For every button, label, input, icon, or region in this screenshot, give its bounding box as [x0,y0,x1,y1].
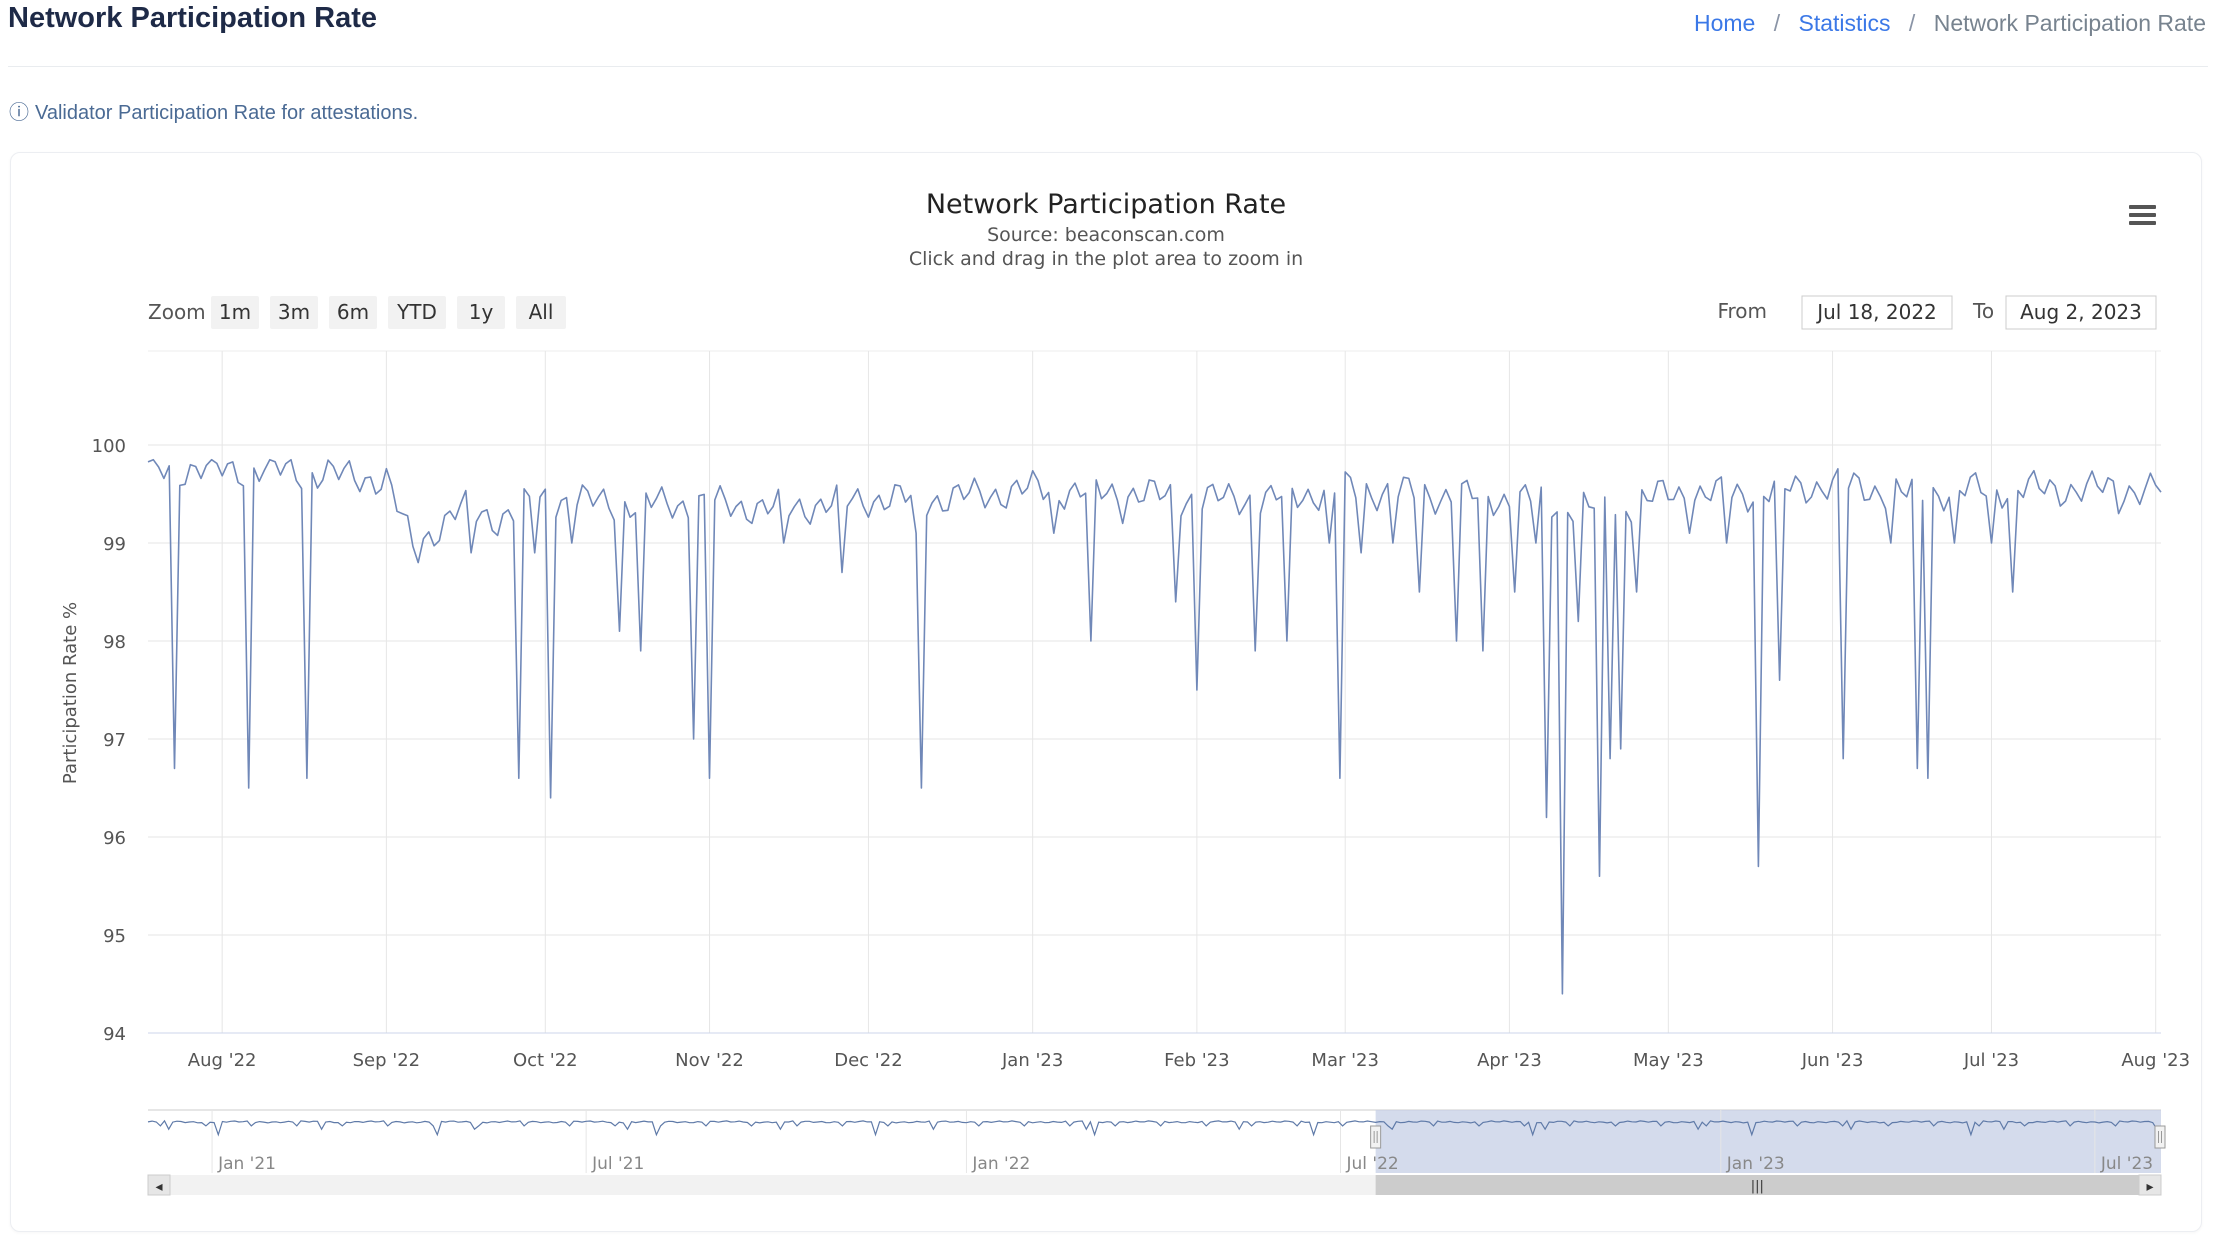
to-date-value: Aug 2, 2023 [2020,300,2142,324]
navigator[interactable]: Jan '21 Jul '21 Jan '22 Jul '22 Jan '23 Jul '… [147,1109,2166,1174]
zoom-buttons: 1m 3m 6m YTD 1y All [211,296,566,329]
x-tick-label: May '23 [1633,1050,1704,1071]
y-axis-title: Participation Rate % [60,602,81,784]
x-tick-label: Dec '22 [834,1050,902,1071]
from-date-value: Jul 18, 2022 [1815,300,1937,324]
zoom-button-label: 1y [469,300,494,324]
zoom-button-6m[interactable]: 6m [329,296,377,329]
scrollbar[interactable]: ◂ ▸ ||| [147,1174,2162,1196]
y-tick-label: 96 [103,828,126,849]
zoom-button-bg [329,296,377,329]
x-tick-label: Jan '23 [1001,1050,1063,1071]
participation-rate-line [147,458,2162,995]
breadcrumb-separator: / [1773,10,1781,36]
zoom-button-label: 1m [219,300,251,324]
chart-subtitle-source: Source: beaconscan.com [987,224,1225,246]
info-circle-icon: ⓘ [9,100,29,124]
scrollbar-thumb-body [1375,1175,2139,1195]
navigator-tick-label: Jan '22 [971,1154,1030,1174]
x-tick-label: Nov '22 [675,1050,744,1071]
navigator-tick-label: Jul '23 [2100,1154,2153,1174]
y-axis-labels: 94 95 96 97 98 99 100 [92,436,126,1045]
zoom-button-bg [270,296,318,329]
scrollbar-thumb[interactable]: ||| [1375,1175,2139,1195]
navigator-right-handle[interactable] [2154,1125,2166,1149]
zoom-button-bg [457,296,505,329]
to-date-input[interactable]: Aug 2, 2023 [2005,295,2157,330]
zoom-button-label: YTD [396,300,437,324]
zoom-button-ytd[interactable]: YTD [388,296,446,329]
x-tick-label: Sep '22 [353,1050,421,1071]
info-note: ⓘ Validator Participation Rate for attest… [9,96,418,125]
x-tick-label: Oct '22 [513,1050,578,1071]
from-date-input[interactable]: Jul 18, 2022 [1801,295,1953,330]
page-title: Network Participation Rate [8,2,378,34]
info-text: Validator Participation Rate for attesta… [35,102,419,124]
chart-grid [148,350,2161,1034]
from-label: From [1717,299,1767,323]
x-axis-labels: Aug '22 Sep '22 Oct '22 Nov '22 Dec '22 Jan '… [188,1050,2190,1071]
zoom-button-bg [211,296,259,329]
zoom-button-1y[interactable]: 1y [457,296,505,329]
y-tick-label: 100 [92,436,126,457]
chart-title: Network Participation Rate [926,189,1286,220]
x-tick-label: Feb '23 [1164,1050,1229,1071]
zoom-label: Zoom [148,300,206,324]
y-tick-label: 97 [103,730,126,751]
y-tick-label: 95 [103,926,126,947]
scrollbar-arrow-bg [147,1174,171,1196]
chart-subtitle-hint: Click and drag in the plot area to zoom … [909,248,1303,270]
zoom-button-all[interactable]: All [516,296,566,329]
x-tick-label: Apr '23 [1477,1050,1542,1071]
zoom-button-1m[interactable]: 1m [211,296,259,329]
chart-card: Network Participation Rate Source: beaco… [10,152,2202,1232]
page-header: Network Participation Rate Home / Statis… [8,0,2208,67]
zoom-button-bg [388,296,446,329]
x-tick-label: Mar '23 [1311,1050,1379,1071]
navigator-tick-label: Jul '22 [1346,1154,1399,1174]
scrollbar-grip-icon: ||| [1751,1179,1764,1194]
zoom-button-label: 6m [337,300,369,324]
navigator-tick-label: Jan '21 [217,1154,276,1174]
participation-chart: Network Participation Rate Source: beaco… [60,189,2190,1196]
breadcrumb-statistics-link[interactable]: Statistics [1798,10,1891,36]
chevron-left-icon: ◂ [155,1179,162,1195]
y-tick-label: 98 [103,632,126,653]
navigator-tick-label: Jan '23 [1726,1154,1785,1174]
handle-body [2154,1125,2166,1149]
breadcrumb-separator: / [1908,10,1916,36]
x-tick-label: Jul '23 [1963,1050,2019,1071]
zoom-button-bg [516,296,566,329]
to-label: To [1972,299,1994,323]
hamburger-menu-icon[interactable] [2123,199,2163,235]
chevron-right-icon: ▸ [2146,1179,2153,1195]
navigator-series-line [147,1119,2162,1137]
zoom-button-label: 3m [278,300,310,324]
navigator-selection-mask[interactable] [1375,1110,2161,1173]
navigator-left-handle[interactable] [1370,1125,1382,1149]
breadcrumb-home-link[interactable]: Home [1693,10,1756,36]
scrollbar-right-arrow[interactable]: ▸ [2138,1174,2162,1196]
zoom-button-label: All [529,300,554,324]
x-tick-label: Jun '23 [1801,1050,1864,1071]
y-tick-label: 94 [103,1024,126,1045]
y-tick-label: 99 [103,534,126,555]
breadcrumb: Home / Statistics / Network Participatio… [1694,10,2206,37]
breadcrumb-current: Network Participation Rate [1933,10,2206,36]
x-tick-label: Aug '22 [188,1050,257,1071]
zoom-button-3m[interactable]: 3m [270,296,318,329]
navigator-tick-label: Jul '21 [591,1154,644,1174]
scrollbar-left-arrow[interactable]: ◂ [147,1174,171,1196]
handle-body [1370,1125,1382,1149]
x-tick-label: Aug '23 [2121,1050,2190,1071]
